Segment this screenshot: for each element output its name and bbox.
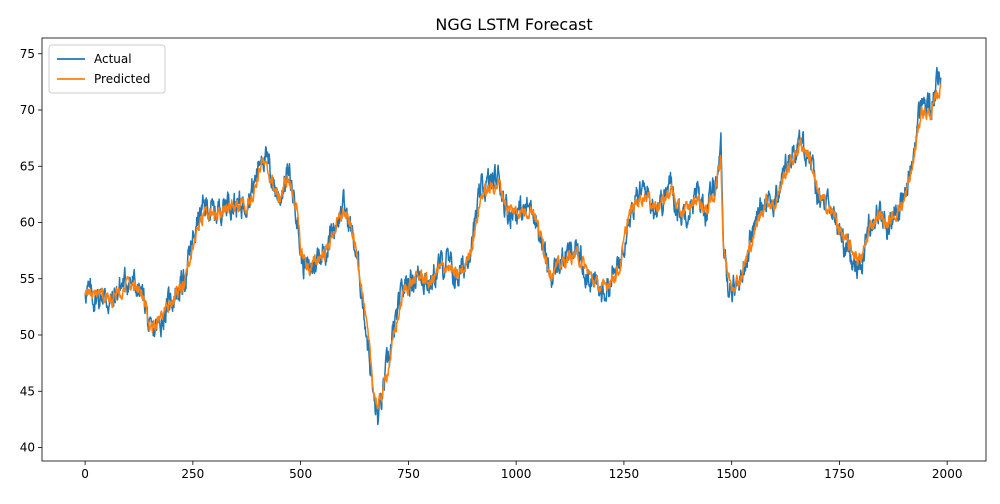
x-tick-label: 1750: [824, 467, 855, 481]
legend: Actual Predicted: [48, 44, 166, 94]
y-tick-label: 45: [20, 384, 35, 398]
x-tick-label: 1000: [501, 467, 532, 481]
plot-area: [84, 66, 942, 426]
y-tick-label: 75: [20, 47, 35, 61]
y-tick-label: 70: [20, 103, 35, 117]
legend-box: [48, 44, 166, 94]
series-line-predicted: [84, 83, 942, 410]
series-line-actual: [84, 66, 942, 426]
x-tick-label: 1500: [716, 467, 747, 481]
y-tick-label: 40: [20, 441, 35, 455]
y-tick-label: 50: [20, 328, 35, 342]
chart-title: NGG LSTM Forecast: [435, 15, 592, 34]
x-tick-label: 250: [181, 467, 204, 481]
x-tick-label: 1250: [609, 467, 640, 481]
x-tick-label: 0: [81, 467, 89, 481]
axes-frame: [41, 37, 987, 462]
axes: 0 250 500 750 1000 1250 1500 1750 2000 40 45 50 55 60…: [20, 37, 987, 481]
x-tick-label: 500: [289, 467, 312, 481]
x-tick-label: 2000: [932, 467, 963, 481]
y-tick-label: 65: [20, 159, 35, 173]
legend-label-predicted: Predicted: [94, 72, 150, 86]
y-tick-label: 60: [20, 216, 35, 230]
x-tick-label: 750: [397, 467, 420, 481]
y-tick-label: 55: [20, 272, 35, 286]
legend-label-actual: Actual: [94, 52, 132, 66]
